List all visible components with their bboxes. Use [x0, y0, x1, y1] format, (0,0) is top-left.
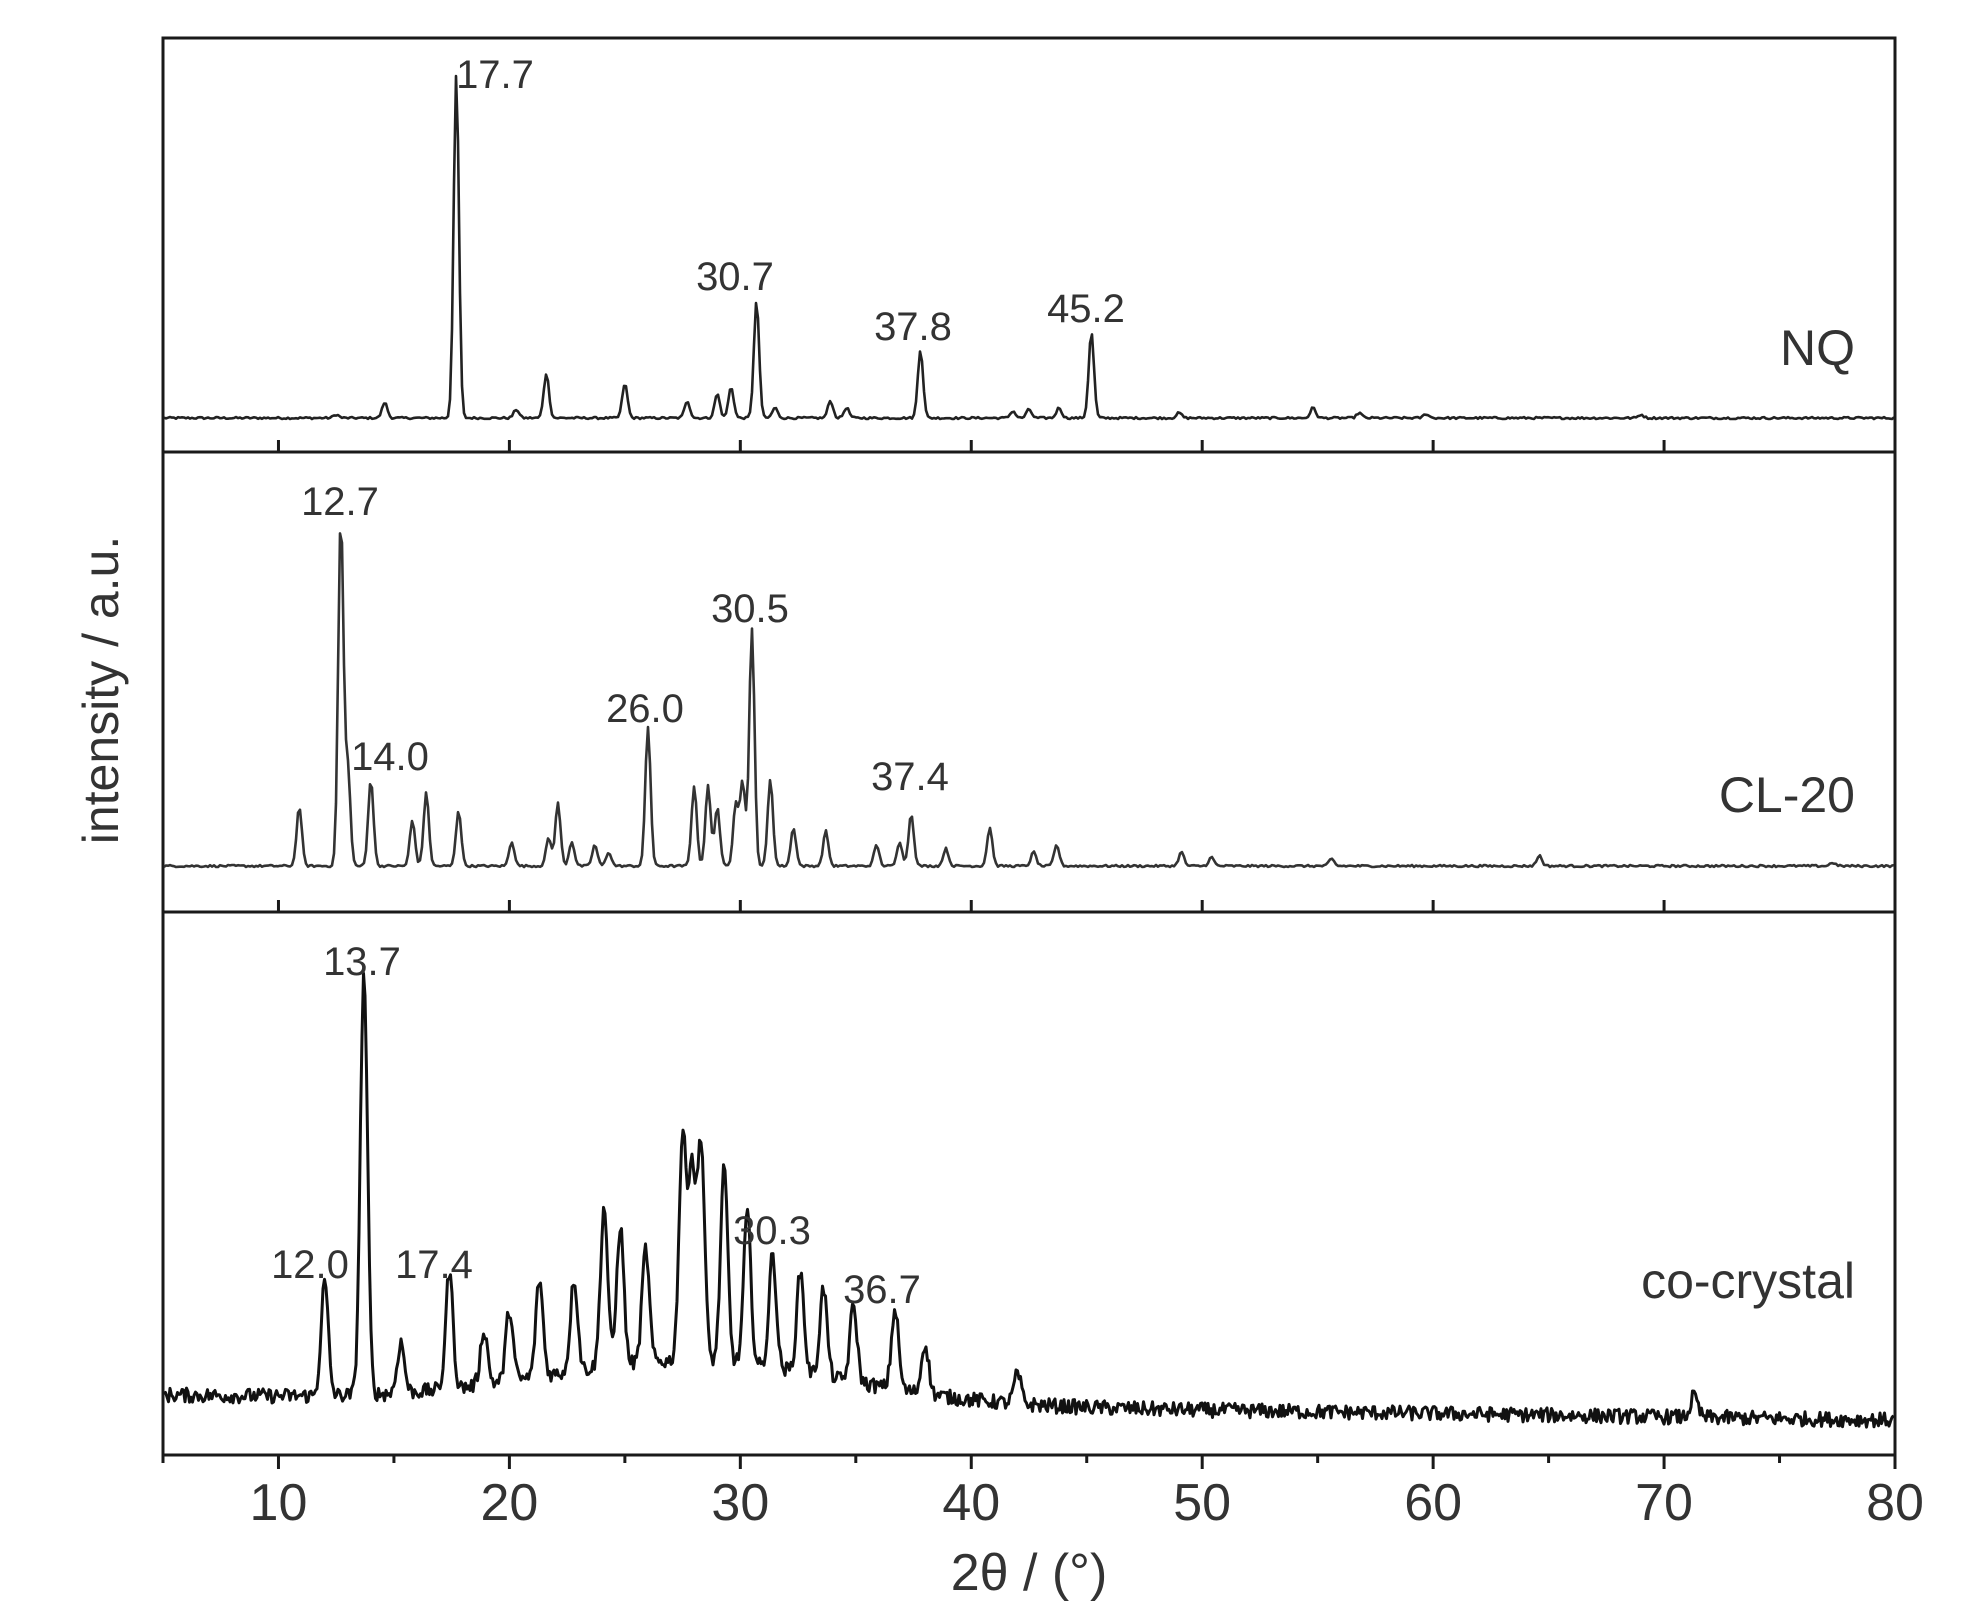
trace-cl-20 [163, 532, 1895, 869]
peak-label-nq-30.7: 30.7 [696, 255, 774, 299]
peak-label-nq-17.7: 17.7 [456, 53, 534, 97]
peak-label-co-crystal-30.3: 30.3 [733, 1209, 811, 1253]
x-tick-label-70: 70 [1635, 1474, 1693, 1532]
peak-label-co-crystal-12.0: 12.0 [271, 1243, 349, 1287]
peak-label-nq-45.2: 45.2 [1047, 287, 1125, 331]
x-tick-label-60: 60 [1404, 1474, 1462, 1532]
peak-label-co-crystal-17.4: 17.4 [395, 1243, 473, 1287]
x-tick-label-80: 80 [1866, 1474, 1924, 1532]
panel-frame-nq [161, 36, 1897, 454]
y-axis-label: intensity / a.u. [73, 536, 129, 845]
peak-label-cl-20-30.5: 30.5 [711, 587, 789, 631]
peak-label-cl-20-37.4: 37.4 [871, 755, 949, 799]
x-tick-label-40: 40 [942, 1474, 1000, 1532]
panel-frame-co-crystal [161, 910, 1897, 1457]
trace-nq [163, 74, 1895, 421]
trace-co-crystal [162, 971, 1895, 1429]
x-tick-label-50: 50 [1173, 1474, 1231, 1532]
x-tick-label-20: 20 [480, 1474, 538, 1532]
peak-label-co-crystal-36.7: 36.7 [843, 1268, 921, 1312]
peak-label-cl-20-26.0: 26.0 [606, 687, 684, 731]
panel-label-co-crystal: co-crystal [1641, 1253, 1855, 1309]
peak-label-cl-20-12.7: 12.7 [301, 480, 379, 524]
x-axis-label: 2θ / (°) [951, 1544, 1108, 1602]
x-tick-label-10: 10 [250, 1474, 308, 1532]
panel-label-cl-20: CL-20 [1719, 767, 1855, 823]
peak-label-co-crystal-13.7: 13.7 [323, 940, 401, 984]
peak-label-nq-37.8: 37.8 [874, 305, 952, 349]
peak-label-cl-20-14.0: 14.0 [351, 735, 429, 779]
panel-label-nq: NQ [1780, 320, 1855, 376]
x-tick-label-30: 30 [711, 1474, 769, 1532]
